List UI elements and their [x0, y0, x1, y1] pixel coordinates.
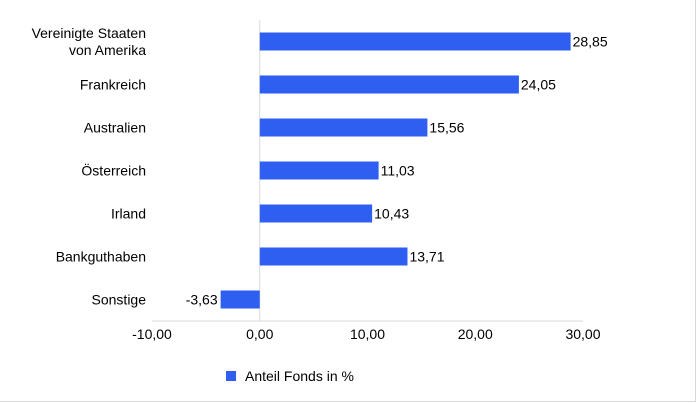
- category-label: Bankguthaben: [56, 249, 146, 265]
- legend-label: Anteil Fonds in %: [245, 368, 354, 384]
- data-label: -3,63: [186, 292, 218, 308]
- legend: Anteil Fonds in %: [226, 368, 354, 384]
- bar: [259, 204, 373, 223]
- bars-layer: [220, 32, 571, 309]
- data-label: 10,43: [374, 206, 409, 222]
- bar: [220, 290, 260, 309]
- category-label: Irland: [111, 206, 146, 222]
- bar: [259, 118, 428, 137]
- category-label: Österreich: [81, 162, 146, 179]
- data-label: 28,85: [573, 34, 608, 50]
- bar: [259, 161, 379, 180]
- data-label: 11,03: [381, 163, 415, 179]
- bar: [259, 247, 408, 266]
- category-label: Sonstige: [92, 292, 147, 308]
- category-label: Vereinigte Staaten von Amerika: [32, 25, 147, 58]
- data-label: 13,71: [409, 249, 444, 265]
- bar: [259, 32, 571, 51]
- category-label: Australien: [84, 120, 146, 136]
- x-tick-label: 20,00: [458, 326, 493, 342]
- x-tick-label: 30,00: [565, 326, 600, 342]
- data-label: 24,05: [521, 77, 556, 93]
- data-label: 15,56: [429, 120, 464, 136]
- category-label: Frankreich: [80, 77, 146, 93]
- x-tick-label: 0,00: [246, 326, 273, 342]
- labels-layer: Vereinigte Staaten von Amerika 28,85 Frankr…: [32, 25, 608, 308]
- x-tick-label: -10,00: [132, 326, 172, 342]
- bar: [259, 75, 519, 94]
- legend-swatch: [226, 371, 236, 381]
- x-tick-label: 10,00: [350, 326, 385, 342]
